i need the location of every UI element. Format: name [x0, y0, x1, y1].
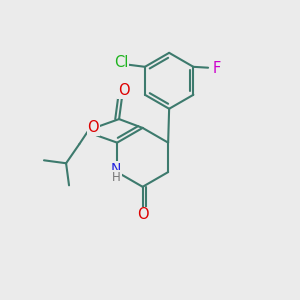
Text: Cl: Cl [114, 56, 128, 70]
Text: O: O [87, 120, 99, 135]
Text: H: H [112, 171, 121, 184]
Text: O: O [118, 83, 129, 98]
Text: N: N [111, 161, 122, 176]
Text: F: F [212, 61, 220, 76]
Text: O: O [137, 207, 148, 222]
